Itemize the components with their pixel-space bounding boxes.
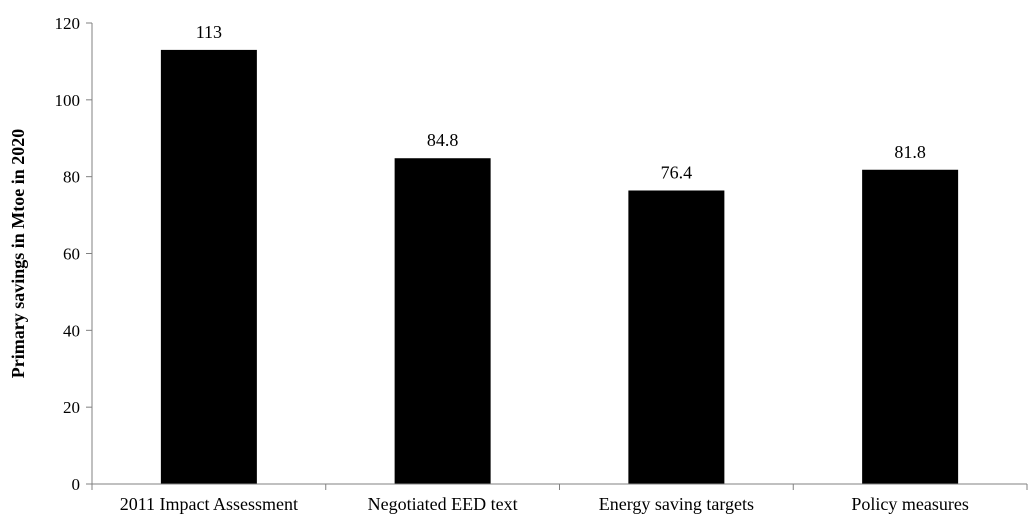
category-label: Negotiated EED text <box>368 494 518 514</box>
y-tick-label: 80 <box>63 168 80 187</box>
category-label: Energy saving targets <box>599 494 754 514</box>
y-tick-label: 40 <box>63 321 80 340</box>
bar <box>160 49 257 485</box>
bar-value-label: 76.4 <box>661 162 693 182</box>
bars <box>160 49 959 485</box>
y-tick-label: 120 <box>55 14 81 33</box>
bar-value-label: 113 <box>196 22 222 42</box>
data-labels: 113 84.8 76.4 81.8 <box>196 22 926 183</box>
y-tick-label: 60 <box>63 245 80 264</box>
y-tick-label: 0 <box>72 475 81 494</box>
bar <box>628 190 725 484</box>
category-label: 2011 Impact Assessment <box>120 494 298 514</box>
bar <box>862 169 959 485</box>
bar-value-label: 84.8 <box>427 130 459 150</box>
category-label: Policy measures <box>851 494 968 514</box>
y-axis-ticks: 0 20 40 60 80 100 120 <box>55 14 92 494</box>
bar <box>394 158 491 484</box>
y-axis-title: Primary savings in Mtoe in 2020 <box>8 129 28 379</box>
bar-value-label: 81.8 <box>894 142 926 162</box>
y-tick-label: 100 <box>55 91 81 110</box>
x-axis-labels: 2011 Impact Assessment Negotiated EED tex… <box>91 484 1028 514</box>
y-tick-label: 20 <box>63 398 80 417</box>
